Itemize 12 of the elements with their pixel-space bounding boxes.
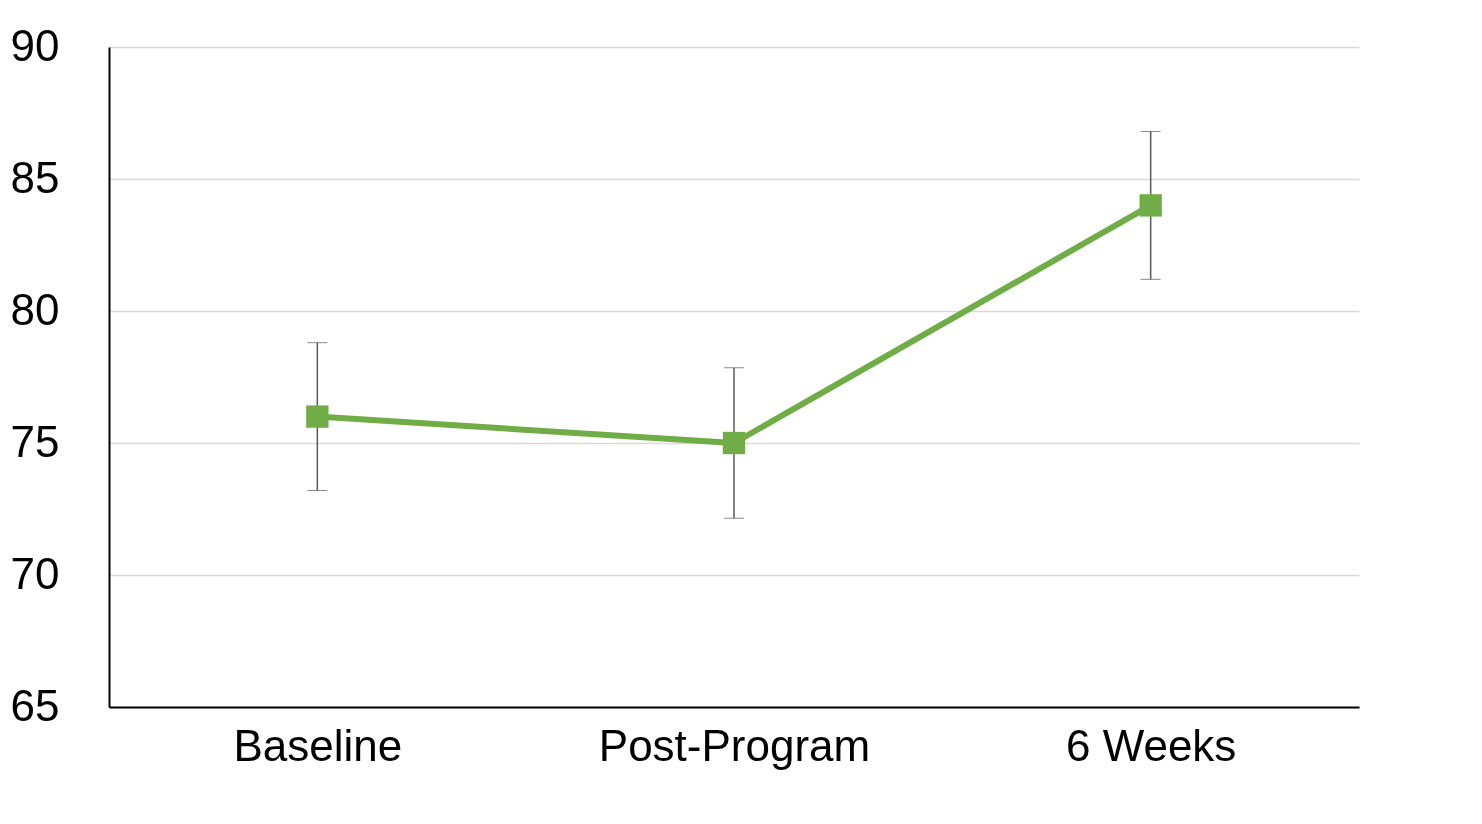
y-tick-label: 90 [10, 20, 60, 70]
y-tick-label: 70 [10, 548, 60, 598]
x-tick-label: Post-Program [598, 720, 871, 770]
point [1139, 194, 1162, 217]
point [306, 405, 329, 428]
x-tick-label: 6 Weeks [1065, 720, 1237, 770]
y-tick-label: 85 [10, 152, 60, 202]
y-tick-label: 75 [10, 416, 60, 466]
x-tick-label: Baseline [233, 720, 403, 770]
y-tick-label: 65 [10, 680, 60, 730]
y-tick-label: 80 [10, 284, 60, 334]
point [722, 431, 746, 455]
